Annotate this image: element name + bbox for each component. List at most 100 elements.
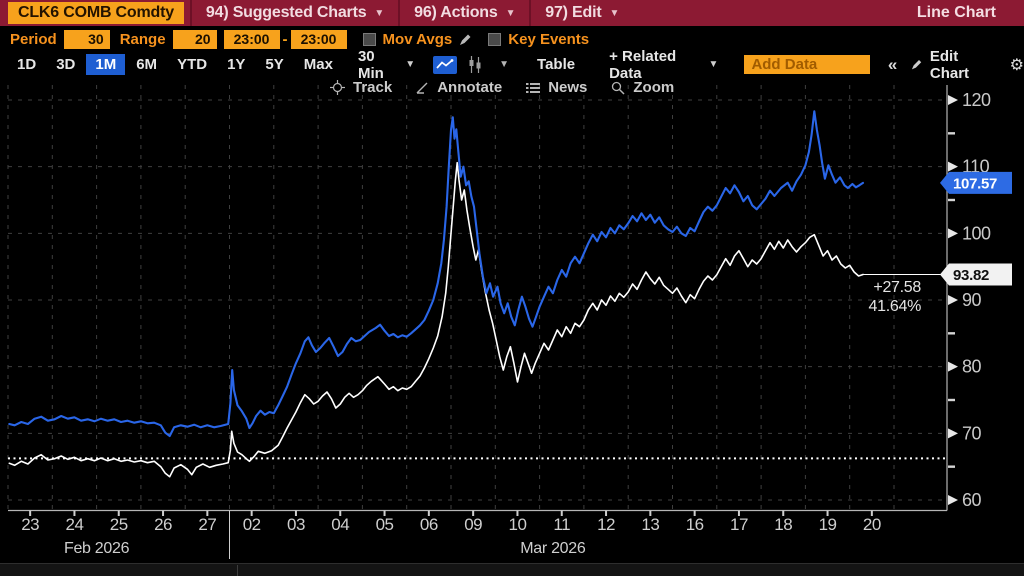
y-minor-tick bbox=[948, 465, 955, 468]
chart-tool-news[interactable]: News bbox=[526, 79, 587, 96]
y-major-tick bbox=[948, 361, 958, 372]
range-label: Range bbox=[119, 30, 166, 48]
chart-tool-annotate[interactable]: Annotate bbox=[416, 79, 502, 96]
interval-label: 30 Min bbox=[357, 47, 384, 82]
tab-1m[interactable]: 1M bbox=[86, 54, 126, 75]
menu-label: 94) Suggested Charts bbox=[205, 4, 367, 21]
menu-97-edit[interactable]: 97) Edit ▼ bbox=[529, 0, 633, 26]
price-badge-text: 93.82 bbox=[953, 267, 989, 284]
top-menu-bar: CLK6 COMB Comdty 94) Suggested Charts ▼ 96… bbox=[0, 0, 1024, 26]
x-tick bbox=[29, 510, 32, 516]
y-axis-label: 80 bbox=[962, 357, 982, 377]
edit-chart-label: Edit Chart bbox=[929, 47, 970, 82]
x-axis-label: 24 bbox=[65, 515, 83, 534]
news-icon bbox=[526, 82, 541, 94]
y-major-tick bbox=[948, 161, 958, 172]
y-minor-tick bbox=[948, 398, 955, 402]
y-axis-label: 60 bbox=[962, 490, 982, 510]
x-axis-label: 20 bbox=[863, 515, 881, 534]
related-data-label: + Related Data bbox=[609, 47, 677, 82]
x-tick bbox=[649, 510, 652, 516]
y-major-tick bbox=[948, 95, 958, 105]
tab-1y[interactable]: 1Y bbox=[227, 56, 246, 73]
caret-down-icon: ▼ bbox=[505, 7, 516, 19]
chart-tool-track[interactable]: Track bbox=[330, 79, 392, 96]
x-tick bbox=[250, 510, 253, 516]
x-tick bbox=[339, 510, 342, 516]
x-tick bbox=[427, 510, 430, 516]
key-events-checkbox[interactable] bbox=[488, 32, 502, 46]
pencil-icon[interactable] bbox=[459, 33, 472, 46]
x-axis-label: 03 bbox=[287, 515, 305, 534]
y-axis-label: 90 bbox=[962, 290, 982, 310]
range-input[interactable]: 20 bbox=[172, 29, 217, 49]
status-bar-divider bbox=[237, 565, 238, 576]
range-toolbar: 1D 3D 1M 6M YTD 1Y 5Y Max 30 Min ▼ ▼ Table + Re… bbox=[0, 48, 1024, 82]
caret-down-icon: ▼ bbox=[708, 59, 719, 70]
x-axis-label: 02 bbox=[243, 515, 261, 534]
related-data-button[interactable]: + Related Data ▼ bbox=[609, 48, 718, 82]
key-events-label: Key Events bbox=[508, 30, 590, 48]
x-tick bbox=[383, 510, 386, 516]
time-from-input[interactable]: 23:00 bbox=[223, 29, 280, 49]
x-tick bbox=[782, 510, 785, 516]
x-axis-label: 05 bbox=[376, 515, 394, 534]
x-tick bbox=[206, 510, 209, 516]
tab-max[interactable]: Max bbox=[303, 56, 333, 73]
x-tick bbox=[737, 510, 740, 516]
gear-icon[interactable]: ⚙ bbox=[1009, 56, 1024, 74]
menu-label: 96) Actions bbox=[414, 4, 498, 21]
tab-3d[interactable]: 3D bbox=[56, 56, 76, 73]
x-tick bbox=[605, 510, 608, 516]
time-to-input[interactable]: 23:00 bbox=[290, 29, 347, 49]
chart-type-caret-icon[interactable]: ▼ bbox=[499, 59, 510, 70]
x-axis-label: 19 bbox=[819, 515, 837, 534]
tab-ytd[interactable]: YTD bbox=[177, 56, 208, 73]
month-label: Mar 2026 bbox=[520, 540, 586, 557]
mov-avgs-label: Mov Avgs bbox=[382, 30, 453, 48]
menu-94-suggested-charts[interactable]: 94) Suggested Charts ▼ bbox=[189, 0, 398, 26]
table-button[interactable]: Table bbox=[537, 56, 576, 73]
x-axis-label: 13 bbox=[641, 515, 659, 534]
price-badge-white-line bbox=[940, 263, 1012, 286]
tab-6m[interactable]: 6M bbox=[136, 56, 158, 73]
x-axis-label: 09 bbox=[464, 515, 482, 534]
chart-tool-label: Zoom bbox=[633, 79, 675, 96]
chart-tool-label: Annotate bbox=[437, 79, 503, 96]
tab-5y[interactable]: 5Y bbox=[265, 56, 284, 73]
y-major-tick bbox=[948, 295, 958, 305]
x-tick bbox=[73, 510, 76, 516]
filter-bar: Period 30 Range 20 23:00 - 23:00 Mov Avg… bbox=[0, 26, 1024, 52]
chart-tool-zoom[interactable]: Zoom bbox=[611, 79, 674, 96]
ticker-box[interactable]: CLK6 COMB Comdty bbox=[8, 2, 184, 24]
edit-chart-button[interactable]: Edit Chart bbox=[911, 48, 993, 82]
tab-1d[interactable]: 1D bbox=[17, 56, 37, 73]
x-axis-label: 06 bbox=[420, 515, 438, 534]
series-blue-line bbox=[8, 110, 865, 438]
x-tick bbox=[117, 510, 120, 516]
change-abs-annotation: +27.58 bbox=[873, 279, 921, 296]
range-tab-group: 1D 3D 1M 6M YTD 1Y 5Y Max bbox=[8, 54, 344, 75]
x-axis-label: 12 bbox=[597, 515, 615, 534]
x-axis-label: 10 bbox=[508, 515, 526, 534]
add-data-input[interactable]: Add Data bbox=[744, 55, 870, 74]
x-axis-label: 17 bbox=[730, 515, 748, 534]
x-tick bbox=[294, 510, 297, 516]
x-tick bbox=[826, 510, 829, 516]
series-white-line bbox=[8, 161, 864, 478]
line-chart-type-button[interactable] bbox=[433, 55, 458, 74]
y-minor-tick bbox=[948, 332, 955, 335]
chart-tool-label: News bbox=[548, 79, 588, 96]
candlestick-type-button[interactable] bbox=[467, 56, 483, 73]
x-tick bbox=[870, 510, 873, 516]
collapse-panel-button[interactable]: « bbox=[887, 54, 898, 74]
menu-96-actions[interactable]: 96) Actions ▼ bbox=[398, 0, 529, 26]
period-input[interactable]: 30 bbox=[63, 29, 110, 49]
mov-avgs-checkbox[interactable] bbox=[362, 32, 376, 46]
pencil-icon bbox=[912, 60, 922, 70]
interval-dropdown[interactable]: 30 Min ▼ bbox=[358, 48, 415, 82]
x-axis-label: 04 bbox=[331, 515, 349, 534]
x-tick bbox=[693, 510, 696, 516]
caret-down-icon: ▼ bbox=[374, 7, 385, 19]
